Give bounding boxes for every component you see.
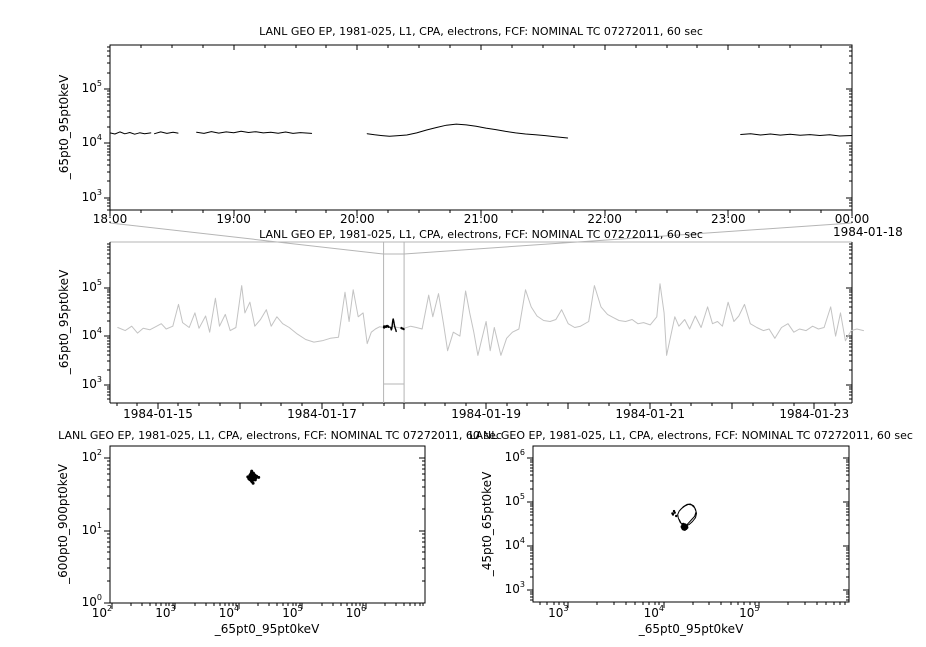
tick-base: 10 — [345, 606, 362, 620]
tick-exponent: 6 — [519, 447, 525, 457]
tick-base: 10 — [218, 606, 234, 620]
tick-base: 10 — [91, 606, 107, 620]
x-tick-label: 18:00 — [92, 212, 128, 226]
tick-base: 10 — [504, 493, 520, 508]
panel-scatter-45-65-axes[interactable] — [527, 445, 850, 608]
x-tick-label: 19:00 — [216, 212, 251, 226]
y-tick-label: 104 — [62, 326, 102, 343]
tick-base: 10 — [81, 279, 97, 294]
y-tick-label: 105 — [62, 277, 102, 294]
x-tick-label: 21:00 — [463, 212, 499, 226]
x-tick-label: 1984-01-17 — [287, 407, 357, 421]
x-tick-label: 1984-01-15 — [123, 407, 193, 421]
panel4-title: LANL GEO EP, 1981-025, L1, CPA, electron… — [469, 429, 913, 442]
tick-exponent: 3 — [96, 374, 102, 384]
tick-base: 10 — [81, 135, 97, 150]
context-series — [117, 283, 864, 356]
y-tick-label: 101 — [62, 520, 102, 537]
y-tick-label: 104 — [485, 536, 525, 553]
y-tick-label: 105 — [485, 491, 525, 508]
y-tick-label: 100 — [62, 593, 102, 609]
tick-exponent: 0 — [96, 593, 102, 602]
y-tick-label: 104 — [62, 133, 102, 150]
x-tick-label: 104 — [218, 604, 240, 620]
tick-exponent: 5 — [96, 78, 102, 88]
tick-base: 10 — [504, 582, 520, 597]
tick-base: 10 — [548, 606, 564, 620]
panel-scatter-600-900-axes[interactable] — [104, 445, 426, 609]
tick-base: 10 — [643, 606, 659, 620]
x-tick-label: 22:00 — [587, 212, 622, 226]
tick-exponent: 5 — [754, 604, 760, 613]
tick-base: 10 — [81, 595, 97, 609]
x-tick-label: 105 — [282, 604, 303, 620]
panel3-x-axis-label: _65pt0_95pt0keV — [214, 622, 320, 636]
panel4-x-axis-label: _65pt0_95pt0keV — [638, 622, 744, 636]
tick-base: 10 — [81, 376, 97, 391]
tick-base: 10 — [81, 189, 97, 204]
y-tick-label: 105 — [62, 78, 102, 95]
x-tick-label: 103 — [548, 604, 569, 620]
tick-base: 10 — [81, 80, 97, 95]
y-tick-label: 102 — [62, 448, 102, 465]
tick-exponent: 4 — [234, 604, 240, 613]
x-tick-label: 105 — [739, 604, 760, 620]
scatter-points — [246, 469, 261, 485]
x-tick-label: 1984-01-21 — [615, 407, 686, 421]
panel1-title: LANL GEO EP, 1981-025, L1, CPA, electron… — [259, 25, 703, 38]
tick-base: 10 — [504, 538, 520, 553]
tick-exponent: 6 — [361, 604, 367, 613]
panel-context-overview-axes[interactable] — [104, 242, 853, 409]
tick-exponent: 5 — [519, 491, 525, 501]
tick-exponent: 1 — [96, 520, 102, 530]
tick-exponent: 4 — [658, 604, 664, 613]
tick-exponent: 3 — [563, 604, 569, 613]
panel3-title: LANL GEO EP, 1981-025, L1, CPA, electron… — [58, 429, 502, 442]
tick-base: 10 — [81, 450, 97, 465]
panel2-title: LANL GEO EP, 1981-025, L1, CPA, electron… — [259, 228, 703, 241]
y-tick-label: 103 — [485, 580, 525, 597]
y-tick-label: 106 — [485, 447, 525, 464]
x-tick-label: 00:00 — [834, 212, 870, 226]
tick-base: 10 — [155, 606, 171, 620]
x-tick-label: 23:00 — [711, 212, 746, 226]
tick-exponent: 3 — [170, 604, 176, 613]
zoom-region-box[interactable] — [383, 242, 405, 403]
tick-exponent: 2 — [96, 448, 102, 458]
x-tick-label: 104 — [643, 604, 664, 620]
x-tick-label: 102 — [91, 604, 113, 620]
tick-base: 10 — [282, 606, 298, 620]
tick-exponent: 5 — [297, 604, 303, 613]
scatter-points — [671, 503, 697, 531]
tick-exponent: 3 — [519, 580, 525, 590]
y-tick-label: 103 — [62, 187, 102, 204]
tick-exponent: 4 — [519, 536, 525, 546]
x-tick-label: 1984-01-23 — [779, 407, 850, 421]
panel1-date-label: 1984-01-18 — [833, 225, 903, 239]
tick-base: 10 — [504, 449, 520, 464]
x-tick-label: 1984-01-19 — [451, 407, 521, 421]
tick-base: 10 — [81, 522, 97, 537]
detail-series — [109, 123, 853, 139]
y-tick-label: 103 — [62, 374, 102, 391]
panel-zoom-detail-axes[interactable] — [104, 44, 853, 216]
tick-exponent: 5 — [96, 277, 102, 287]
tick-exponent: 4 — [96, 326, 102, 336]
x-tick-label: 103 — [155, 604, 176, 620]
context-connector — [109, 222, 853, 255]
tick-exponent: 2 — [106, 604, 113, 613]
tick-exponent: 4 — [96, 133, 102, 143]
x-tick-label: 106 — [345, 604, 367, 620]
tick-base: 10 — [81, 328, 97, 343]
panel4-y-axis-label: _45pt0_65pt0keV — [480, 471, 494, 577]
tick-exponent: 3 — [96, 187, 102, 197]
context-highlight-segment — [382, 318, 405, 333]
x-tick-label: 20:00 — [340, 212, 375, 226]
tick-base: 10 — [739, 606, 755, 620]
